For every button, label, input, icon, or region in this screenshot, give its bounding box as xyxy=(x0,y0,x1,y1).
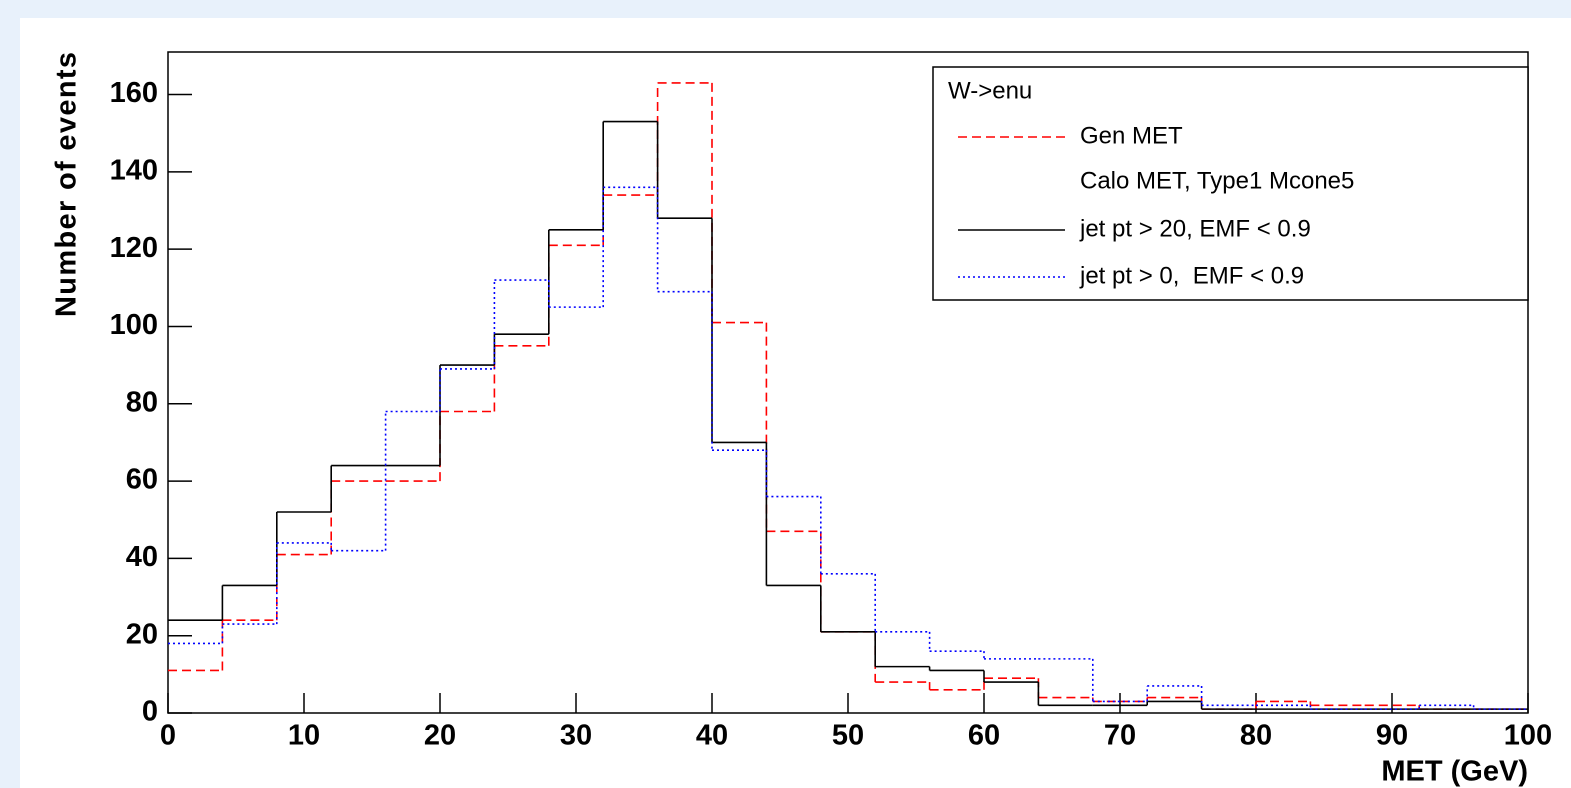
x-axis-label: MET (GeV) xyxy=(1381,756,1528,788)
x-tick-label: 80 xyxy=(1240,720,1272,752)
x-tick-label: 70 xyxy=(1104,720,1136,752)
y-axis-label: Number of events xyxy=(51,52,83,317)
x-tick-label: 50 xyxy=(832,720,864,752)
y-tick-label: 40 xyxy=(126,541,158,573)
x-tick-label: 100 xyxy=(1504,720,1552,752)
y-tick-label: 80 xyxy=(126,386,158,418)
x-tick-label: 20 xyxy=(424,720,456,752)
y-tick-label: 100 xyxy=(110,309,158,341)
y-tick-label: 20 xyxy=(126,618,158,650)
legend-label: jet pt > 20, EMF < 0.9 xyxy=(1079,215,1311,242)
y-tick-label: 60 xyxy=(126,464,158,496)
x-tick-label: 40 xyxy=(696,720,728,752)
legend-title: W->enu xyxy=(948,77,1032,104)
y-tick-label: 0 xyxy=(142,696,158,728)
x-tick-label: 90 xyxy=(1376,720,1408,752)
x-tick-label: 10 xyxy=(288,720,320,752)
legend-label: jet pt > 0, EMF < 0.9 xyxy=(1079,262,1304,289)
legend-label: Gen MET xyxy=(1080,122,1183,149)
legend-note: Calo MET, Type1 Mcone5 xyxy=(1080,167,1354,194)
y-tick-label: 120 xyxy=(110,232,158,264)
legend-box xyxy=(932,66,1529,301)
y-tick-label: 140 xyxy=(110,154,158,186)
y-tick-label: 160 xyxy=(110,77,158,109)
x-tick-label: 60 xyxy=(968,720,1000,752)
x-tick-label: 30 xyxy=(560,720,592,752)
x-tick-label: 0 xyxy=(160,720,176,752)
